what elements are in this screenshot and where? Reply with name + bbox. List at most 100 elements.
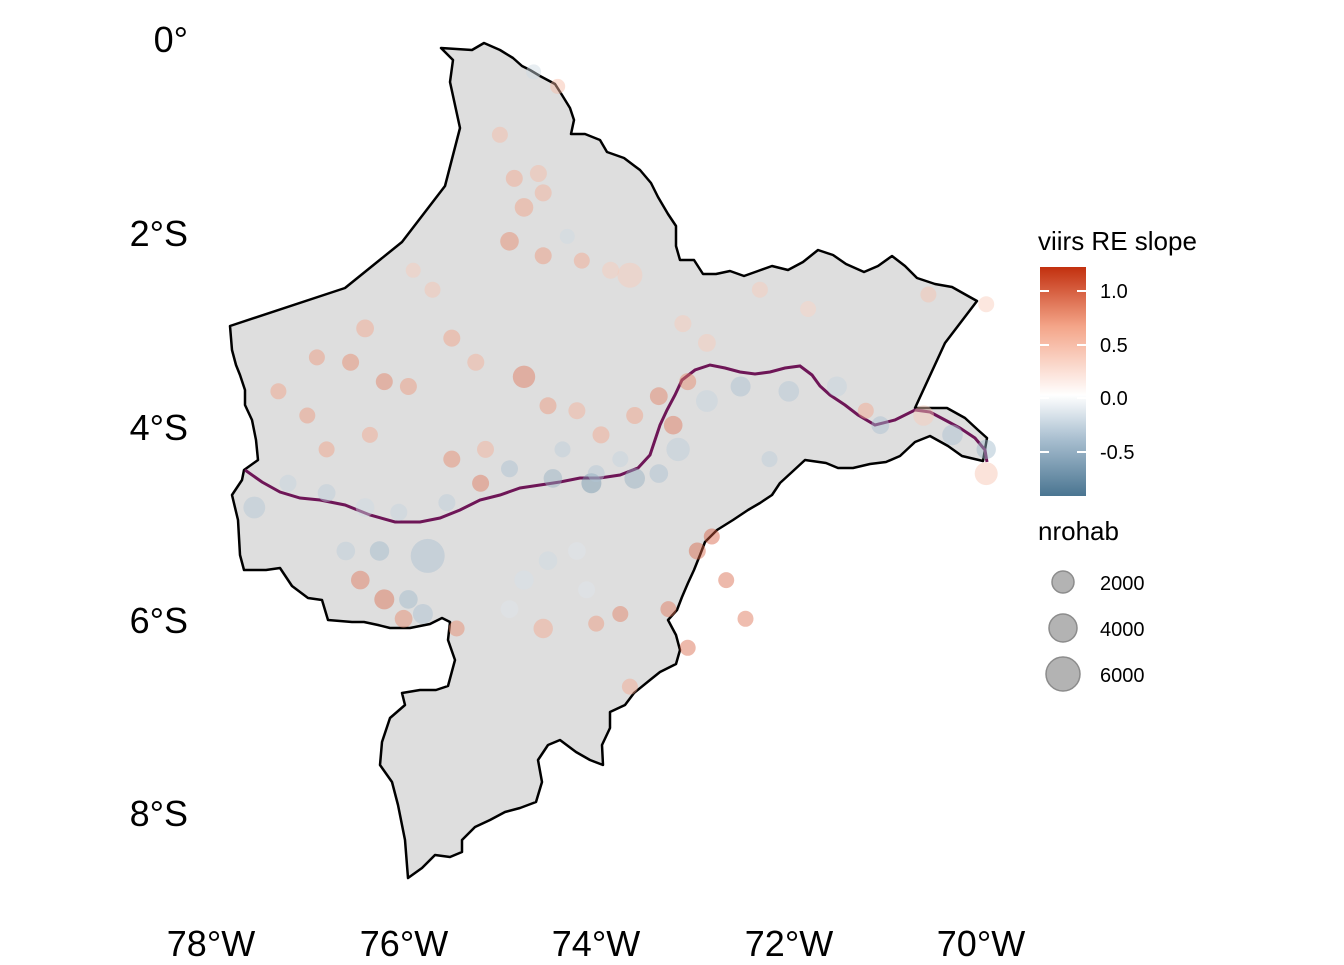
settlement-point-57: [514, 570, 534, 590]
settlement-point-15: [356, 319, 374, 338]
size-legend-title: nrohab: [1038, 516, 1119, 546]
settlement-point-31: [679, 373, 697, 391]
settlement-point-62: [612, 606, 629, 622]
settlement-point-89: [587, 465, 605, 483]
size-key-6000: [1045, 656, 1081, 692]
settlement-point-71: [533, 618, 553, 639]
size-label-6000: 6000: [1100, 665, 1145, 687]
settlement-point-11: [674, 315, 692, 333]
settlement-point-82: [751, 281, 768, 298]
settlement-point-55: [412, 604, 433, 624]
lon-label-1: 76°W: [360, 923, 448, 960]
settlement-point-3: [514, 198, 534, 217]
settlement-point-36: [666, 437, 690, 462]
settlement-point-50: [336, 541, 356, 561]
settlement-point-67: [688, 542, 706, 560]
settlement-point-18: [375, 373, 393, 391]
settlement-point-42: [438, 494, 456, 512]
settlement-point-2: [529, 165, 547, 182]
settlement-point-13: [405, 262, 421, 278]
settlement-point-39: [581, 473, 602, 494]
settlement-point-38: [624, 468, 645, 489]
settlement-point-53: [394, 609, 413, 628]
settlement-point-45: [317, 484, 336, 502]
settlement-point-83: [526, 64, 542, 80]
settlement-point-41: [501, 460, 518, 478]
settlement-point-6: [534, 247, 552, 265]
color-tick-2: 0.5: [1100, 335, 1128, 357]
settlement-point-79: [920, 286, 937, 303]
settlement-point-91: [477, 440, 494, 458]
settlement-point-27: [592, 426, 610, 444]
settlement-point-58: [538, 551, 558, 570]
settlement-point-63: [660, 601, 677, 618]
color-legend: viirs RE slope 1.0 0.5 0.0 -0.5: [1038, 226, 1197, 496]
settlement-point-61: [578, 581, 596, 599]
settlement-point-69: [718, 572, 735, 589]
settlement-point-20: [443, 329, 461, 347]
settlement-point-25: [539, 397, 557, 415]
settlement-point-43: [390, 503, 408, 521]
lat-label-2: 4°S: [130, 407, 188, 448]
settlement-point-88: [361, 426, 378, 443]
lat-label-0: 0°: [154, 19, 188, 60]
settlement-point-54: [399, 590, 418, 609]
size-key-2000: [1051, 570, 1075, 594]
lon-label-2: 74°W: [552, 923, 640, 960]
settlement-point-37: [649, 464, 669, 483]
axis-labels: 0° 2°S 4°S 6°S 8°S 78°W 76°W 74°W 72°W 7…: [130, 19, 1026, 964]
lat-label-3: 6°S: [130, 600, 188, 641]
settlement-point-23: [472, 474, 490, 492]
size-key-4000: [1048, 613, 1078, 643]
settlement-point-72: [761, 451, 778, 468]
study-region-polygon: [228, 41, 989, 880]
settlement-point-90: [612, 451, 629, 468]
settlement-point-76: [976, 439, 996, 460]
settlement-point-68: [703, 528, 720, 545]
settlement-point-59: [568, 542, 586, 560]
settlement-point-92: [554, 441, 571, 458]
settlement-point-46: [279, 474, 297, 492]
color-bar-tick-marks: [1040, 290, 1086, 453]
lon-label-3: 72°W: [745, 923, 833, 960]
color-legend-title: viirs RE slope: [1038, 226, 1197, 256]
color-bar: [1040, 267, 1086, 496]
settlement-point-84: [550, 78, 566, 94]
color-tick-1: 1.0: [1100, 281, 1128, 303]
settlement-point-64: [679, 639, 696, 656]
settlement-point-52: [374, 589, 395, 610]
settlement-point-85: [270, 383, 287, 400]
settlement-point-14: [424, 281, 441, 298]
settlement-point-26: [568, 402, 586, 420]
settlement-point-10: [617, 262, 643, 288]
lon-label-4: 70°W: [937, 923, 1025, 960]
color-tick-3: 0.0: [1100, 388, 1128, 410]
settlement-point-17: [308, 349, 325, 366]
settlement-point-5: [500, 232, 519, 251]
settlement-point-47: [243, 496, 266, 519]
settlement-point-35: [826, 376, 847, 397]
settlement-point-12: [698, 334, 716, 352]
amazon-river-line: [244, 363, 989, 524]
settlement-point-51: [351, 570, 370, 590]
settlement-point-1: [505, 169, 523, 187]
settlement-point-66: [621, 678, 638, 695]
size-label-4000: 4000: [1100, 619, 1145, 641]
settlement-point-0: [491, 126, 508, 143]
settlement-point-49: [369, 541, 390, 561]
lon-label-0: 78°W: [167, 923, 255, 960]
settlement-point-30: [663, 415, 683, 435]
lat-label-4: 8°S: [130, 793, 188, 834]
settlement-point-56: [448, 620, 465, 637]
settlement-point-81: [800, 301, 817, 317]
settlement-point-34: [778, 381, 800, 402]
settlement-point-16: [342, 353, 360, 371]
lat-label-1: 2°S: [130, 213, 188, 254]
settlement-point-19: [399, 378, 417, 395]
settlement-point-78: [857, 402, 874, 419]
settlement-point-21: [467, 353, 485, 371]
size-legend: nrohab 2000 4000 6000: [1038, 516, 1145, 692]
settlement-point-44: [355, 498, 375, 517]
